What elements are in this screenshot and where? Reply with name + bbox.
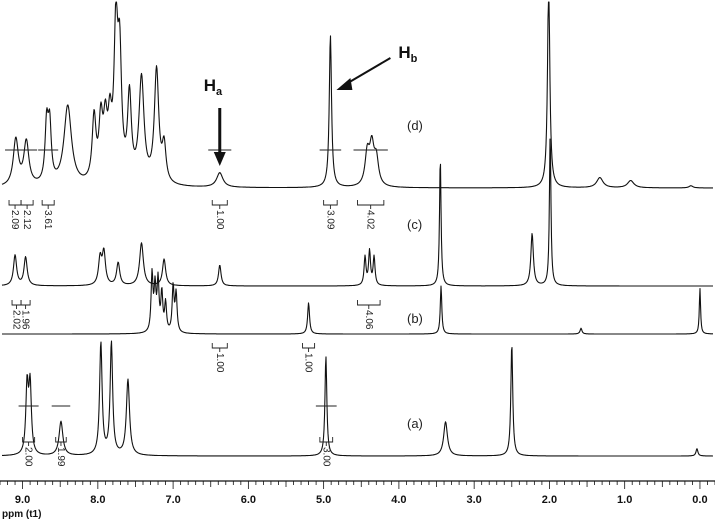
x-tick-label: 7.0	[165, 494, 180, 506]
integral-value: 1.00	[214, 353, 225, 373]
integral-mark: 2.00	[18, 405, 39, 467]
integral-value: 4.06	[363, 310, 374, 330]
spectrum-trace-0	[1, 1, 714, 189]
integral-mark: 3.00	[315, 405, 337, 467]
integral-mark: 4.02	[353, 149, 388, 230]
x-axis-label: ppm (t1)	[2, 509, 41, 520]
x-tick-label: 8.0	[90, 494, 105, 506]
x-tick-label: 5.0	[316, 494, 331, 506]
integral-value: 1.99	[55, 447, 66, 467]
spectrum-labels: (d) (c) (b) (a)	[407, 118, 423, 431]
spectra-traces	[1, 1, 714, 457]
annotation-hb: Hb	[336, 43, 418, 90]
x-tick-label: 6.0	[241, 494, 256, 506]
annotation-ha: Ha	[204, 76, 226, 166]
integral-mark: 1.00	[211, 343, 228, 373]
spectrum-label: (b)	[407, 311, 423, 326]
integral-mark: 3.61	[38, 149, 59, 230]
integral-value: 1.96	[20, 310, 31, 330]
spectrum-trace-3	[1, 340, 714, 457]
x-tick-label: 3.0	[467, 494, 482, 506]
spectrum-trace-1	[1, 138, 714, 287]
x-tick-label: 2.0	[542, 494, 557, 506]
integral-value: 2.09	[9, 210, 20, 230]
integral-value: 3.09	[324, 210, 335, 230]
integral-value: 1.00	[214, 210, 225, 230]
spectrum-label: (c)	[407, 217, 422, 232]
integral-mark: 4.06	[357, 300, 381, 330]
proton-annotations: Ha Hb	[204, 43, 418, 166]
integral-value: 3.61	[42, 210, 53, 230]
integral-mark: 1.00	[302, 343, 316, 373]
svg-text:Ha: Ha	[204, 76, 223, 98]
x-tick-label: 0.0	[692, 494, 707, 506]
integral-value: 1.00	[303, 353, 314, 373]
integral-value: 4.02	[365, 210, 376, 230]
integral-mark: 1.96	[20, 300, 31, 330]
integral-mark: 2.12	[17, 149, 38, 230]
x-tick-label: 1.0	[617, 494, 632, 506]
spectrum-trace-2	[1, 268, 714, 335]
integral-mark: 1.99	[51, 405, 71, 467]
integral-value: 2.12	[21, 210, 32, 230]
integral-value: 3.00	[320, 447, 331, 467]
spectrum-label: (d)	[407, 118, 423, 133]
integral-mark: 3.09	[319, 149, 342, 230]
integration-marks: 2.09 2.12 3.61 1.00 3.09 4.02 2.021.96 1.00 4.06…	[5, 149, 388, 467]
spectrum-label: (a)	[407, 416, 423, 431]
ppm-axis: 9.0 8.0 7.0 6.0 5.0 4.0 3.0 2.0 1.0 0.0	[0, 480, 715, 506]
integral-value: 2.00	[23, 447, 34, 467]
svg-text:Hb: Hb	[398, 43, 417, 65]
integral-value: 2.02	[11, 310, 22, 330]
x-tick-label: 9.0	[15, 494, 30, 506]
x-tick-label: 4.0	[391, 494, 406, 506]
